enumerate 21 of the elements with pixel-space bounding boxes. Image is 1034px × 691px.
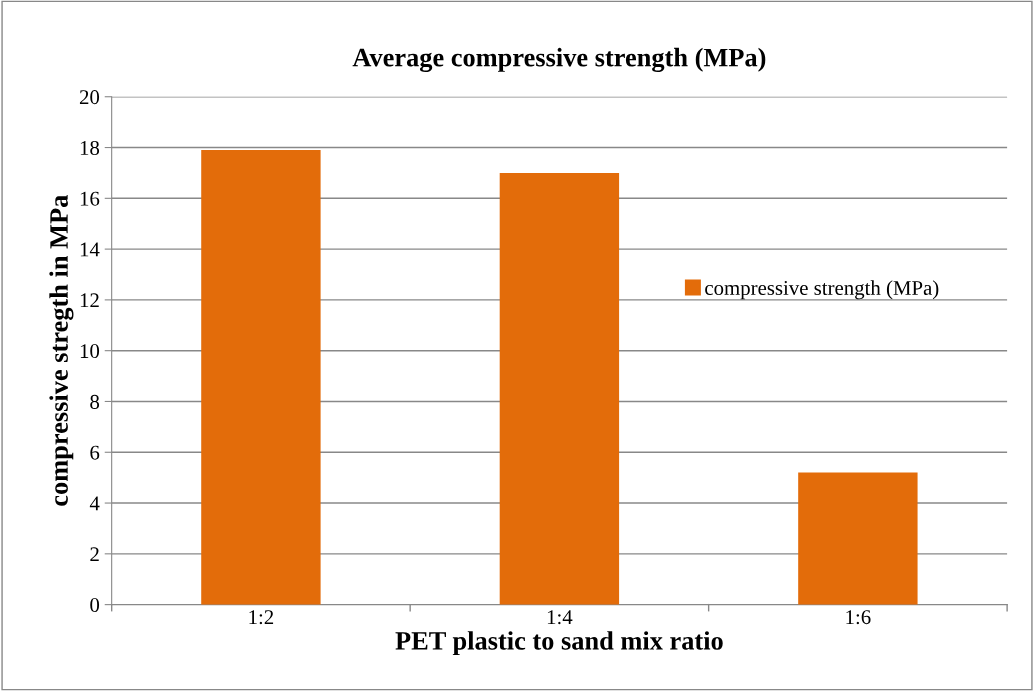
y-tick-label: 0 (90, 598, 100, 613)
y-tick-label: 20 (79, 90, 100, 105)
y-tick-label: 8 (90, 394, 100, 409)
y-tick-label: 14 (80, 242, 100, 257)
y-axis-title: compressive stregth in MPa (49, 195, 74, 506)
y-tick-label: 10 (80, 344, 100, 359)
x-axis-title: PET plastic to sand mix ratio (395, 631, 723, 656)
y-tick-label: 18 (80, 140, 100, 155)
y-tick-label: 2 (90, 547, 99, 562)
x-tick-label: 1:4 (547, 610, 573, 625)
x-tick-label: 1:2 (249, 610, 274, 625)
bar (499, 172, 620, 605)
bar (201, 150, 321, 605)
y-tick-label: 12 (80, 293, 99, 308)
chart-title: Average compressive strength (MPa) (352, 47, 766, 73)
y-tick-label: 4 (89, 496, 100, 511)
bar (798, 472, 918, 605)
y-tick-label: 16 (80, 191, 100, 206)
y-tick-label: 6 (90, 445, 100, 460)
legend-label: compressive strength (MPa) (705, 280, 939, 300)
x-tick-label: 1:6 (846, 610, 871, 625)
